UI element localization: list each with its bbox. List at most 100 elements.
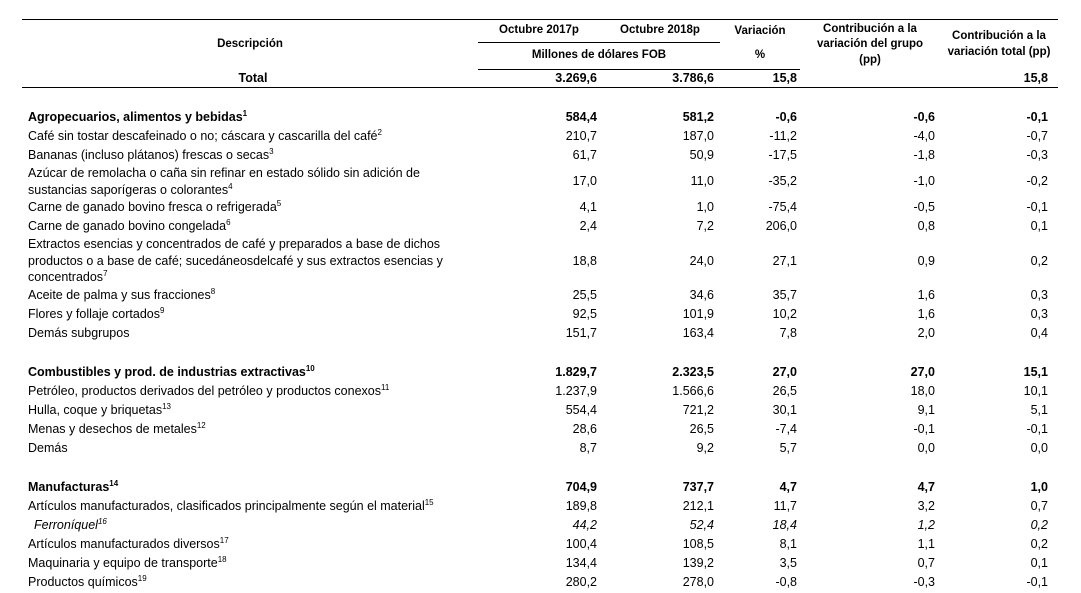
value-cell: 189,8	[565, 498, 597, 513]
value-cell: 212,1	[682, 498, 714, 513]
value-cell: 0,0	[1030, 440, 1048, 455]
description-text: Combustibles y prod. de industrias extra…	[28, 364, 306, 379]
footnote-marker: 6	[226, 218, 231, 228]
value-cell: 101,9	[682, 306, 714, 321]
description-text: Menas y desechos de metales	[28, 421, 197, 436]
table-row: Demás subgrupos 151,7 163,4 7,8 2,0 0,4	[22, 324, 1058, 343]
value-cell: 15,1	[1023, 364, 1048, 379]
value-cell: -75,4	[768, 200, 798, 215]
value-cell: 0,9	[917, 253, 935, 268]
value-cell: 1,0	[1030, 479, 1048, 494]
value-cell: 15,8	[940, 69, 1058, 88]
value-cell: 8,1	[779, 536, 797, 551]
value-cell: 139,2	[682, 555, 714, 570]
value-cell: 704,9	[565, 479, 597, 494]
value-cell: 163,4	[682, 325, 714, 340]
row-description: Agropecuarios, alimentos y bebidas1	[22, 108, 478, 127]
value-cell	[800, 69, 940, 88]
value-cell: -7,4	[775, 421, 797, 436]
value-cell: 3,5	[779, 555, 797, 570]
value-cell: 26,5	[689, 421, 714, 436]
description-text: Bananas (incluso plátanos) frescas o sec…	[28, 148, 270, 163]
footnote-marker: 19	[137, 573, 147, 583]
table-row: Manufacturas14 704,9 737,7 4,7 4,7 1,0	[22, 478, 1058, 497]
value-cell: 18,0	[910, 383, 935, 398]
footnote-marker: 5	[276, 199, 282, 209]
value-cell: -0,1	[1026, 421, 1048, 436]
table-row: Maquinaria y equipo de transporte18 134,4…	[22, 554, 1058, 573]
value-cell: 0,3	[1030, 287, 1048, 302]
value-cell: 0,0	[917, 440, 935, 455]
value-cell: 28,6	[572, 421, 597, 436]
value-cell: -35,2	[768, 174, 798, 189]
value-cell: -4,0	[913, 129, 935, 144]
footnote-marker: 18	[217, 554, 227, 564]
value-cell: 7,8	[779, 325, 797, 340]
value-cell: 0,8	[917, 219, 935, 234]
value-cell: 1,6	[917, 306, 935, 321]
value-cell: 9,1	[917, 402, 935, 417]
description-text: Artículos manufacturados, clasificados p…	[28, 498, 425, 513]
description-text: Aceite de palma y sus fracciones	[28, 287, 211, 302]
value-cell: 0,3	[1030, 306, 1048, 321]
row-description: Ferroníquel16	[22, 516, 478, 535]
value-cell: 52,4	[689, 517, 714, 532]
value-cell: 0,1	[1030, 555, 1048, 570]
table-header: Descripción Octubre 2017p Octubre 2018p …	[22, 19, 1058, 70]
table-row: Agropecuarios, alimentos y bebidas1 584,4…	[22, 108, 1058, 127]
value-cell: -0,1	[1026, 574, 1048, 589]
value-cell: 0,2	[1030, 536, 1048, 551]
footnote-marker: 15	[424, 497, 434, 507]
value-cell: 4,1	[579, 200, 597, 215]
table-row: Ferroníquel16 44,2 52,4 18,4 1,2 0,2	[22, 516, 1058, 535]
value-cell: 3.269,6	[478, 69, 600, 88]
description-text: Extractos esencias y concentrados de caf…	[28, 237, 443, 284]
row-description: Demás subgrupos	[22, 324, 478, 343]
description-text: Agropecuarios, alimentos y bebidas	[28, 110, 243, 125]
value-cell: -0,8	[775, 574, 797, 589]
footnote-marker: 14	[109, 478, 119, 488]
value-cell: 134,4	[565, 555, 597, 570]
table-row: Productos químicos19 280,2 278,0 -0,8 -0,3 -0…	[22, 573, 1058, 592]
value-cell: -17,5	[768, 148, 798, 163]
value-cell: 5,1	[1030, 402, 1048, 417]
value-cell: 0,4	[1030, 325, 1048, 340]
value-cell: 206,0	[765, 219, 797, 234]
footnote-marker: 4	[228, 181, 233, 191]
header-col1: Octubre 2017p	[478, 19, 600, 43]
footnote-marker: 2	[377, 128, 382, 138]
table-body: Total 3.269,6 3.786,6 15,8 15,8 Agropecuarios…	[22, 69, 1058, 592]
table-row: Café sin tostar descafeinado o no; cásca…	[22, 127, 1058, 146]
header-col2: Octubre 2018p	[600, 19, 720, 43]
value-cell: 18,8	[572, 253, 597, 268]
value-cell: 0,1	[1030, 219, 1048, 234]
value-cell: 8,7	[579, 440, 597, 455]
description-text: Demás subgrupos	[28, 325, 130, 340]
row-description: Manufacturas14	[22, 478, 478, 497]
table-row: Demás 8,7 9,2 5,7 0,0 0,0	[22, 439, 1058, 458]
value-cell: 2.323,5	[672, 364, 714, 379]
value-cell: 151,7	[565, 325, 597, 340]
value-cell: -0,1	[913, 421, 935, 436]
value-cell: 3.786,6	[600, 69, 720, 88]
value-cell: -0,1	[1026, 110, 1048, 125]
value-cell: -0,6	[913, 110, 935, 125]
row-description: Artículos manufacturados diversos17	[22, 535, 478, 554]
header-variation-unit: %	[720, 42, 800, 70]
row-description: Productos químicos19	[22, 573, 478, 592]
value-cell: 187,0	[682, 129, 714, 144]
row-description: Menas y desechos de metales12	[22, 420, 478, 439]
value-cell: -0,1	[1026, 200, 1048, 215]
value-cell: 1,1	[917, 536, 935, 551]
value-cell: 9,2	[696, 440, 714, 455]
table-row: Hulla, coque y briquetas13 554,4 721,2 30,1…	[22, 401, 1058, 420]
spacer-cell	[22, 343, 1058, 363]
data-table: Descripción Octubre 2017p Octubre 2018p …	[22, 19, 1058, 592]
value-cell: 27,0	[772, 364, 797, 379]
row-description: Artículos manufacturados, clasificados p…	[22, 497, 478, 516]
table-row: Combustibles y prod. de industrias extra…	[22, 363, 1058, 382]
value-cell: 0,2	[1030, 517, 1048, 532]
description-text: Manufacturas	[28, 479, 110, 494]
value-cell: 4,7	[917, 479, 935, 494]
